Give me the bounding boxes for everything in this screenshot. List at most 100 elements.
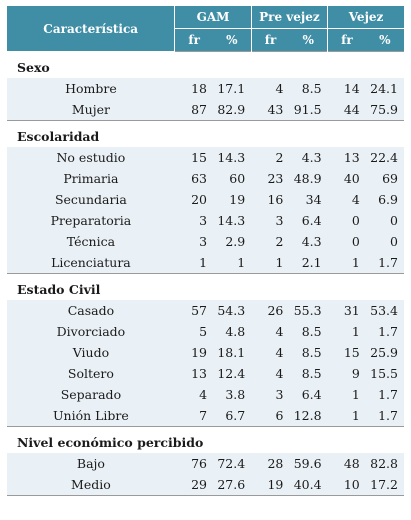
table-row: Viudo 19 18.1 4 8.5 15 25.9	[7, 342, 404, 363]
table-row: Divorciado 5 4.8 4 8.5 1 1.7	[7, 321, 404, 342]
table-row: No estudio 15 14.3 2 4.3 13 22.4	[7, 147, 404, 168]
cell-value: 23	[251, 168, 290, 189]
table-row: Mujer 87 82.9 43 91.5 44 75.9	[7, 99, 404, 121]
cell-value: 8.5	[289, 78, 328, 99]
cell-value: 27.6	[213, 474, 252, 496]
cell-value: 48.9	[289, 168, 328, 189]
cell-value: 4	[251, 363, 290, 384]
cell-value: 76	[174, 453, 214, 474]
cell-value: 82.8	[365, 453, 404, 474]
table-row: Preparatoria 3 14.3 3 6.4 0 0	[7, 210, 404, 231]
cell-value: 43	[251, 99, 290, 121]
header-characteristic: Característica	[7, 6, 175, 52]
cell-value: 3.8	[213, 384, 252, 405]
cell-value: 14.3	[213, 147, 252, 168]
cell-value: 1.7	[365, 321, 404, 342]
cell-value: 18.1	[213, 342, 252, 363]
cell-value: 15.5	[365, 363, 404, 384]
cell-value: 13	[327, 147, 366, 168]
table-row: Licenciatura 1 1 1 2.1 1 1.7	[7, 252, 404, 274]
cell-value: 18	[174, 78, 214, 99]
cell-value: 8.5	[289, 363, 328, 384]
cell-value: 91.5	[289, 99, 328, 121]
section-title: Sexo	[7, 51, 404, 78]
cell-value: 22.4	[365, 147, 404, 168]
cell-value: 5	[174, 321, 214, 342]
cell-value: 3	[174, 210, 214, 231]
cell-value: 1	[251, 252, 290, 274]
cell-value: 69	[365, 168, 404, 189]
header-sub: fr	[174, 28, 214, 52]
section-header-row: Estado Civil	[7, 273, 404, 300]
cell-value: 7	[174, 405, 214, 427]
cell-value: 6	[251, 405, 290, 427]
cell-value: 54.3	[213, 300, 252, 321]
cell-value: 4.3	[289, 231, 328, 252]
cell-value: 4	[251, 78, 290, 99]
cell-value: 9	[327, 363, 366, 384]
cell-value: 16	[251, 189, 290, 210]
table-row: Medio 29 27.6 19 40.4 10 17.2	[7, 474, 404, 496]
section-header-row: Escolaridad	[7, 120, 404, 147]
header-group-pre-vejez: Pre vejez	[250, 6, 328, 29]
cell-value: 8.5	[289, 342, 328, 363]
table-row: Bajo 76 72.4 28 59.6 48 82.8	[7, 453, 404, 474]
cell-value: 60	[213, 168, 252, 189]
header-group-vejez: Vejez	[327, 6, 404, 29]
row-label: Separado	[7, 384, 175, 405]
cell-value: 6.9	[365, 189, 404, 210]
row-label: Licenciatura	[7, 252, 175, 274]
cell-value: 29	[174, 474, 214, 496]
cell-value: 4.8	[213, 321, 252, 342]
cell-value: 1.7	[365, 252, 404, 274]
table-body: Sexo Hombre 18 17.1 4 8.5 14 24.1 Mujer 87 82.9 43 9…	[7, 51, 404, 496]
cell-value: 55.3	[289, 300, 328, 321]
table-row: Secundaria 20 19 16 34 4 6.9	[7, 189, 404, 210]
data-table-container: Característica GAM Pre vejez Vejez fr % …	[7, 6, 404, 496]
cell-value: 4	[174, 384, 214, 405]
cell-value: 75.9	[365, 99, 404, 121]
cell-value: 1.7	[365, 384, 404, 405]
cell-value: 17.2	[365, 474, 404, 496]
cell-value: 1	[327, 405, 366, 427]
cell-value: 12.8	[289, 405, 328, 427]
cell-value: 19	[174, 342, 214, 363]
cell-value: 1	[327, 252, 366, 274]
cell-value: 1	[213, 252, 252, 274]
cell-value: 40	[327, 168, 366, 189]
table-row: Casado 57 54.3 26 55.3 31 53.4	[7, 300, 404, 321]
cell-value: 4.3	[289, 147, 328, 168]
cell-value: 44	[327, 99, 366, 121]
section-header-row: Sexo	[7, 51, 404, 78]
cell-value: 63	[174, 168, 214, 189]
cell-value: 20	[174, 189, 214, 210]
cell-value: 1	[327, 384, 366, 405]
cell-value: 82.9	[213, 99, 252, 121]
cell-value: 3	[174, 231, 214, 252]
header-sub: %	[213, 28, 252, 52]
table-row: Unión Libre 7 6.7 6 12.8 1 1.7	[7, 405, 404, 427]
cell-value: 34	[289, 189, 328, 210]
row-label: Preparatoria	[7, 210, 175, 231]
cell-value: 2.9	[213, 231, 252, 252]
cell-value: 0	[327, 210, 366, 231]
cell-value: 14.3	[213, 210, 252, 231]
cell-value: 6.7	[213, 405, 252, 427]
table-row: Técnica 3 2.9 2 4.3 0 0	[7, 231, 404, 252]
row-label: Hombre	[7, 78, 175, 99]
table-row: Soltero 13 12.4 4 8.5 9 15.5	[7, 363, 404, 384]
cell-value: 4	[327, 189, 366, 210]
header-sub: %	[289, 28, 328, 52]
cell-value: 17.1	[213, 78, 252, 99]
cell-value: 3	[251, 384, 290, 405]
cell-value: 8.5	[289, 321, 328, 342]
row-label: Bajo	[7, 453, 175, 474]
cell-value: 26	[251, 300, 290, 321]
cell-value: 14	[327, 78, 366, 99]
row-label: Casado	[7, 300, 175, 321]
cell-value: 48	[327, 453, 366, 474]
cell-value: 4	[251, 321, 290, 342]
cell-value: 24.1	[365, 78, 404, 99]
cell-value: 0	[365, 210, 404, 231]
table-header: Característica GAM Pre vejez Vejez fr % …	[7, 6, 404, 52]
